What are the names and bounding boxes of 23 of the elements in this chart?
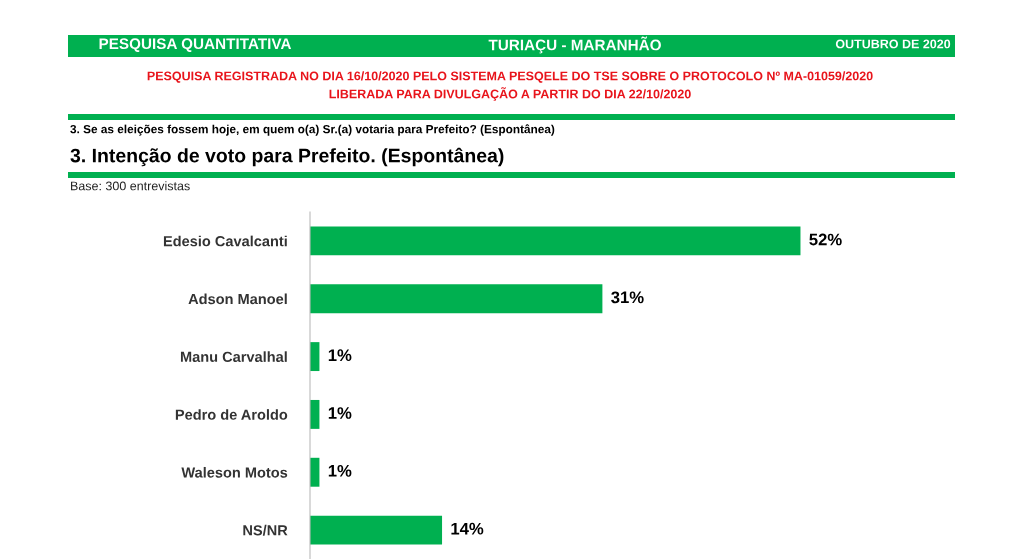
text: PESQUISA REGISTRADA NO DIA 16/10/2020 PELO SISTEMA PESQELE DO TSE SOBRE O PROTOCOLO Nº MA-01059/2020 bbox=[147, 71, 873, 83]
y-tick-label: Pedro de Aroldo bbox=[175, 409, 288, 420]
text: TURIAÇU - MARANHÃO bbox=[488, 36, 661, 54]
data-label: 1% bbox=[328, 407, 352, 419]
data-label: 1% bbox=[328, 349, 352, 362]
bar bbox=[310, 515, 443, 545]
y-tick-label: NS/NR bbox=[243, 524, 288, 536]
chart-subtitle: 3. Se as eleições fossem hoje, em quem o(a) Sr.(a) votaria para Prefeito? (Espontânea) bbox=[70, 124, 555, 136]
text: PESQUISA QUANTITATIVA bbox=[99, 38, 292, 52]
y-tick-label: Edesio Cavalcanti bbox=[163, 235, 287, 247]
data-label: 31% bbox=[611, 291, 644, 304]
text: LIBERADA PARA DIVULGAÇÃO A PARTIR DO DIA 22/10/2020 bbox=[329, 87, 691, 101]
chart-title: 3. Intenção de voto para Prefeito. (Espontânea) bbox=[70, 147, 504, 167]
y-tick-label: Waleson Motos bbox=[181, 466, 288, 478]
y-tick-label: Adson Manoel bbox=[188, 293, 287, 305]
data-label: 52% bbox=[809, 233, 842, 246]
text: OUTUBRO DE 2020 bbox=[835, 39, 951, 49]
text: Base: 300 entrevistas bbox=[71, 181, 190, 191]
bar bbox=[310, 284, 603, 314]
y-tick-label: Manu Carvalhal bbox=[180, 351, 287, 363]
data-label: 1% bbox=[328, 464, 352, 477]
data-label: 14% bbox=[451, 522, 484, 535]
bar bbox=[310, 226, 801, 256]
